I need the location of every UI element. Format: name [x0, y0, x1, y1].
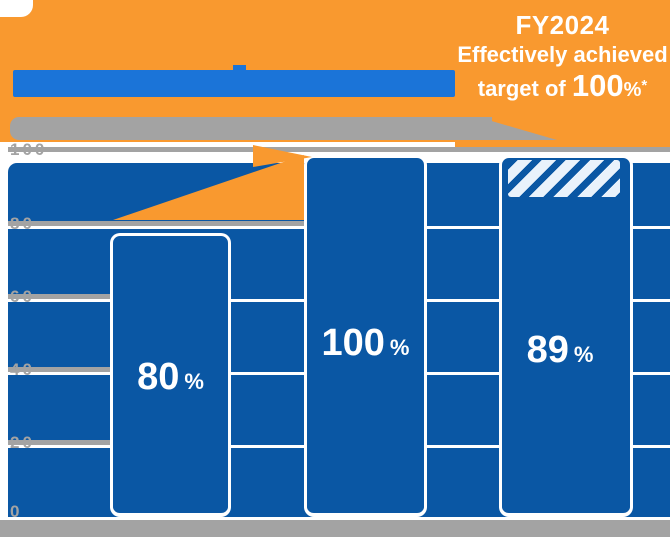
- ytick-20: 20: [10, 433, 35, 452]
- bar-2-value: 100: [321, 322, 385, 364]
- callout-line-effectively-achieved: Effectively achieved: [457, 42, 668, 67]
- fy2024-callout-text: FY2024 Effectively achieved target of 10…: [455, 10, 670, 107]
- gridline-20-gray: [8, 440, 110, 445]
- gridline-100-white: [8, 152, 670, 155]
- bar-3-target-gap-hatch: [508, 160, 620, 197]
- chart-title-redacted-block-ascender: [233, 65, 246, 72]
- callout-line-fy2024: FY2024: [515, 10, 610, 40]
- callout-target-percent-sign: %: [623, 79, 642, 101]
- bar-1-value: 80: [137, 356, 180, 398]
- gridline-60-gray: [8, 294, 110, 299]
- chart-title-redacted-block: [13, 70, 455, 97]
- callout-asterisk: *: [641, 77, 648, 94]
- bar-3: [499, 155, 633, 517]
- ytick-100: 100: [10, 140, 48, 159]
- callout-target-prefix: target of: [477, 76, 572, 101]
- bar-1: [110, 233, 231, 517]
- chart-subtitle-redacted-block: [10, 117, 492, 140]
- header-corner-notch: [0, 0, 33, 17]
- ytick-80: 80: [10, 214, 35, 233]
- bar-1-percent-sign: %: [184, 369, 204, 394]
- ytick-60: 60: [10, 287, 35, 306]
- gridline-80-gray: [8, 221, 305, 226]
- ytick-40: 40: [10, 360, 35, 379]
- bar-2-value-label: 100%: [304, 324, 427, 362]
- x-axis-baseline-band: [0, 520, 670, 537]
- callout-line-target: target of 100%*: [455, 69, 670, 107]
- bar-2: [304, 155, 427, 517]
- bar-3-percent-sign: %: [573, 342, 594, 367]
- gridline-100-gray: [8, 147, 670, 152]
- bar-1-value-label: 80%: [110, 358, 231, 396]
- bar-3-value: 89: [526, 329, 569, 371]
- ytick-0: 0: [10, 502, 23, 521]
- bar-3-value-label: 89%: [493, 331, 627, 369]
- callout-target-value: 100: [571, 68, 624, 103]
- bar-2-percent-sign: %: [389, 335, 410, 360]
- gridline-40-gray: [8, 367, 110, 372]
